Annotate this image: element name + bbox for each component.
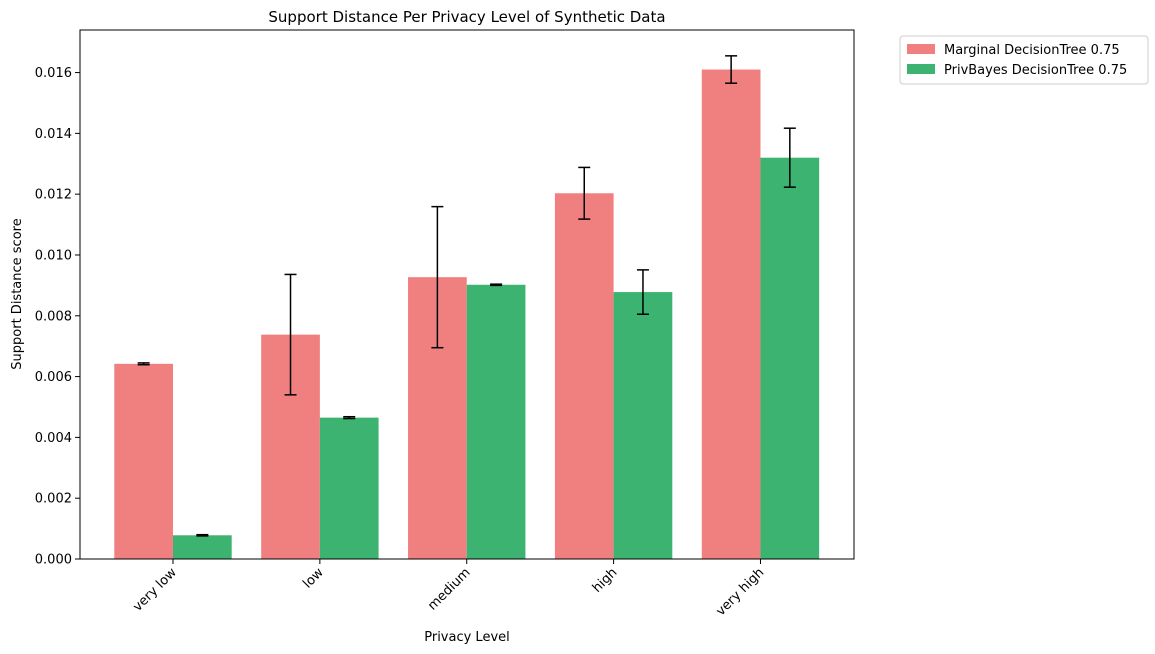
chart-title: Support Distance Per Privacy Level of Sy… bbox=[268, 8, 665, 26]
y-tick-label: 0.008 bbox=[35, 309, 72, 324]
x-axis: very low low medium high very high bbox=[130, 559, 767, 619]
bar-series-1-very-low bbox=[114, 363, 173, 559]
x-tick-label: very high bbox=[713, 565, 767, 619]
legend-label-1: Marginal DecisionTree 0.75 bbox=[944, 43, 1120, 58]
y-tick-label: 0.004 bbox=[35, 431, 72, 446]
y-axis-title: Support Distance score bbox=[10, 218, 25, 369]
y-tick-label: 0.006 bbox=[35, 370, 72, 385]
bar-series-2-low bbox=[319, 417, 379, 559]
bar-series-2-medium bbox=[466, 284, 526, 559]
bar-series-2-very-high bbox=[760, 157, 820, 560]
legend-frame bbox=[899, 35, 1149, 85]
y-axis: 0.000 0.002 0.004 0.006 0.008 0.010 0.012 0.014… bbox=[35, 66, 80, 568]
legend: Marginal DecisionTree 0.75 PrivBayes Deci… bbox=[899, 35, 1149, 85]
x-tick-label: very low bbox=[130, 565, 180, 615]
bar-series-1-high bbox=[554, 193, 614, 559]
y-tick-label: 0.002 bbox=[35, 492, 72, 507]
legend-label-2: PrivBayes DecisionTree 0.75 bbox=[944, 63, 1127, 78]
y-tick-label: 0.014 bbox=[35, 127, 72, 142]
y-tick-label: 0.000 bbox=[35, 553, 72, 568]
bar-series-1-very-high bbox=[701, 69, 761, 560]
x-tick-label: low bbox=[300, 565, 327, 592]
y-tick-label: 0.016 bbox=[35, 66, 72, 81]
x-tick-label: high bbox=[590, 565, 621, 596]
x-tick-label: medium bbox=[425, 565, 473, 613]
legend-swatch-1 bbox=[907, 44, 935, 54]
legend-swatch-2 bbox=[907, 64, 935, 74]
x-axis-title: Privacy Level bbox=[424, 630, 510, 645]
y-tick-label: 0.010 bbox=[35, 248, 72, 263]
bar-series-2-high bbox=[613, 292, 673, 559]
y-tick-label: 0.012 bbox=[35, 188, 72, 203]
plot-area bbox=[114, 55, 820, 560]
bar-series-2-very-low bbox=[173, 535, 232, 559]
